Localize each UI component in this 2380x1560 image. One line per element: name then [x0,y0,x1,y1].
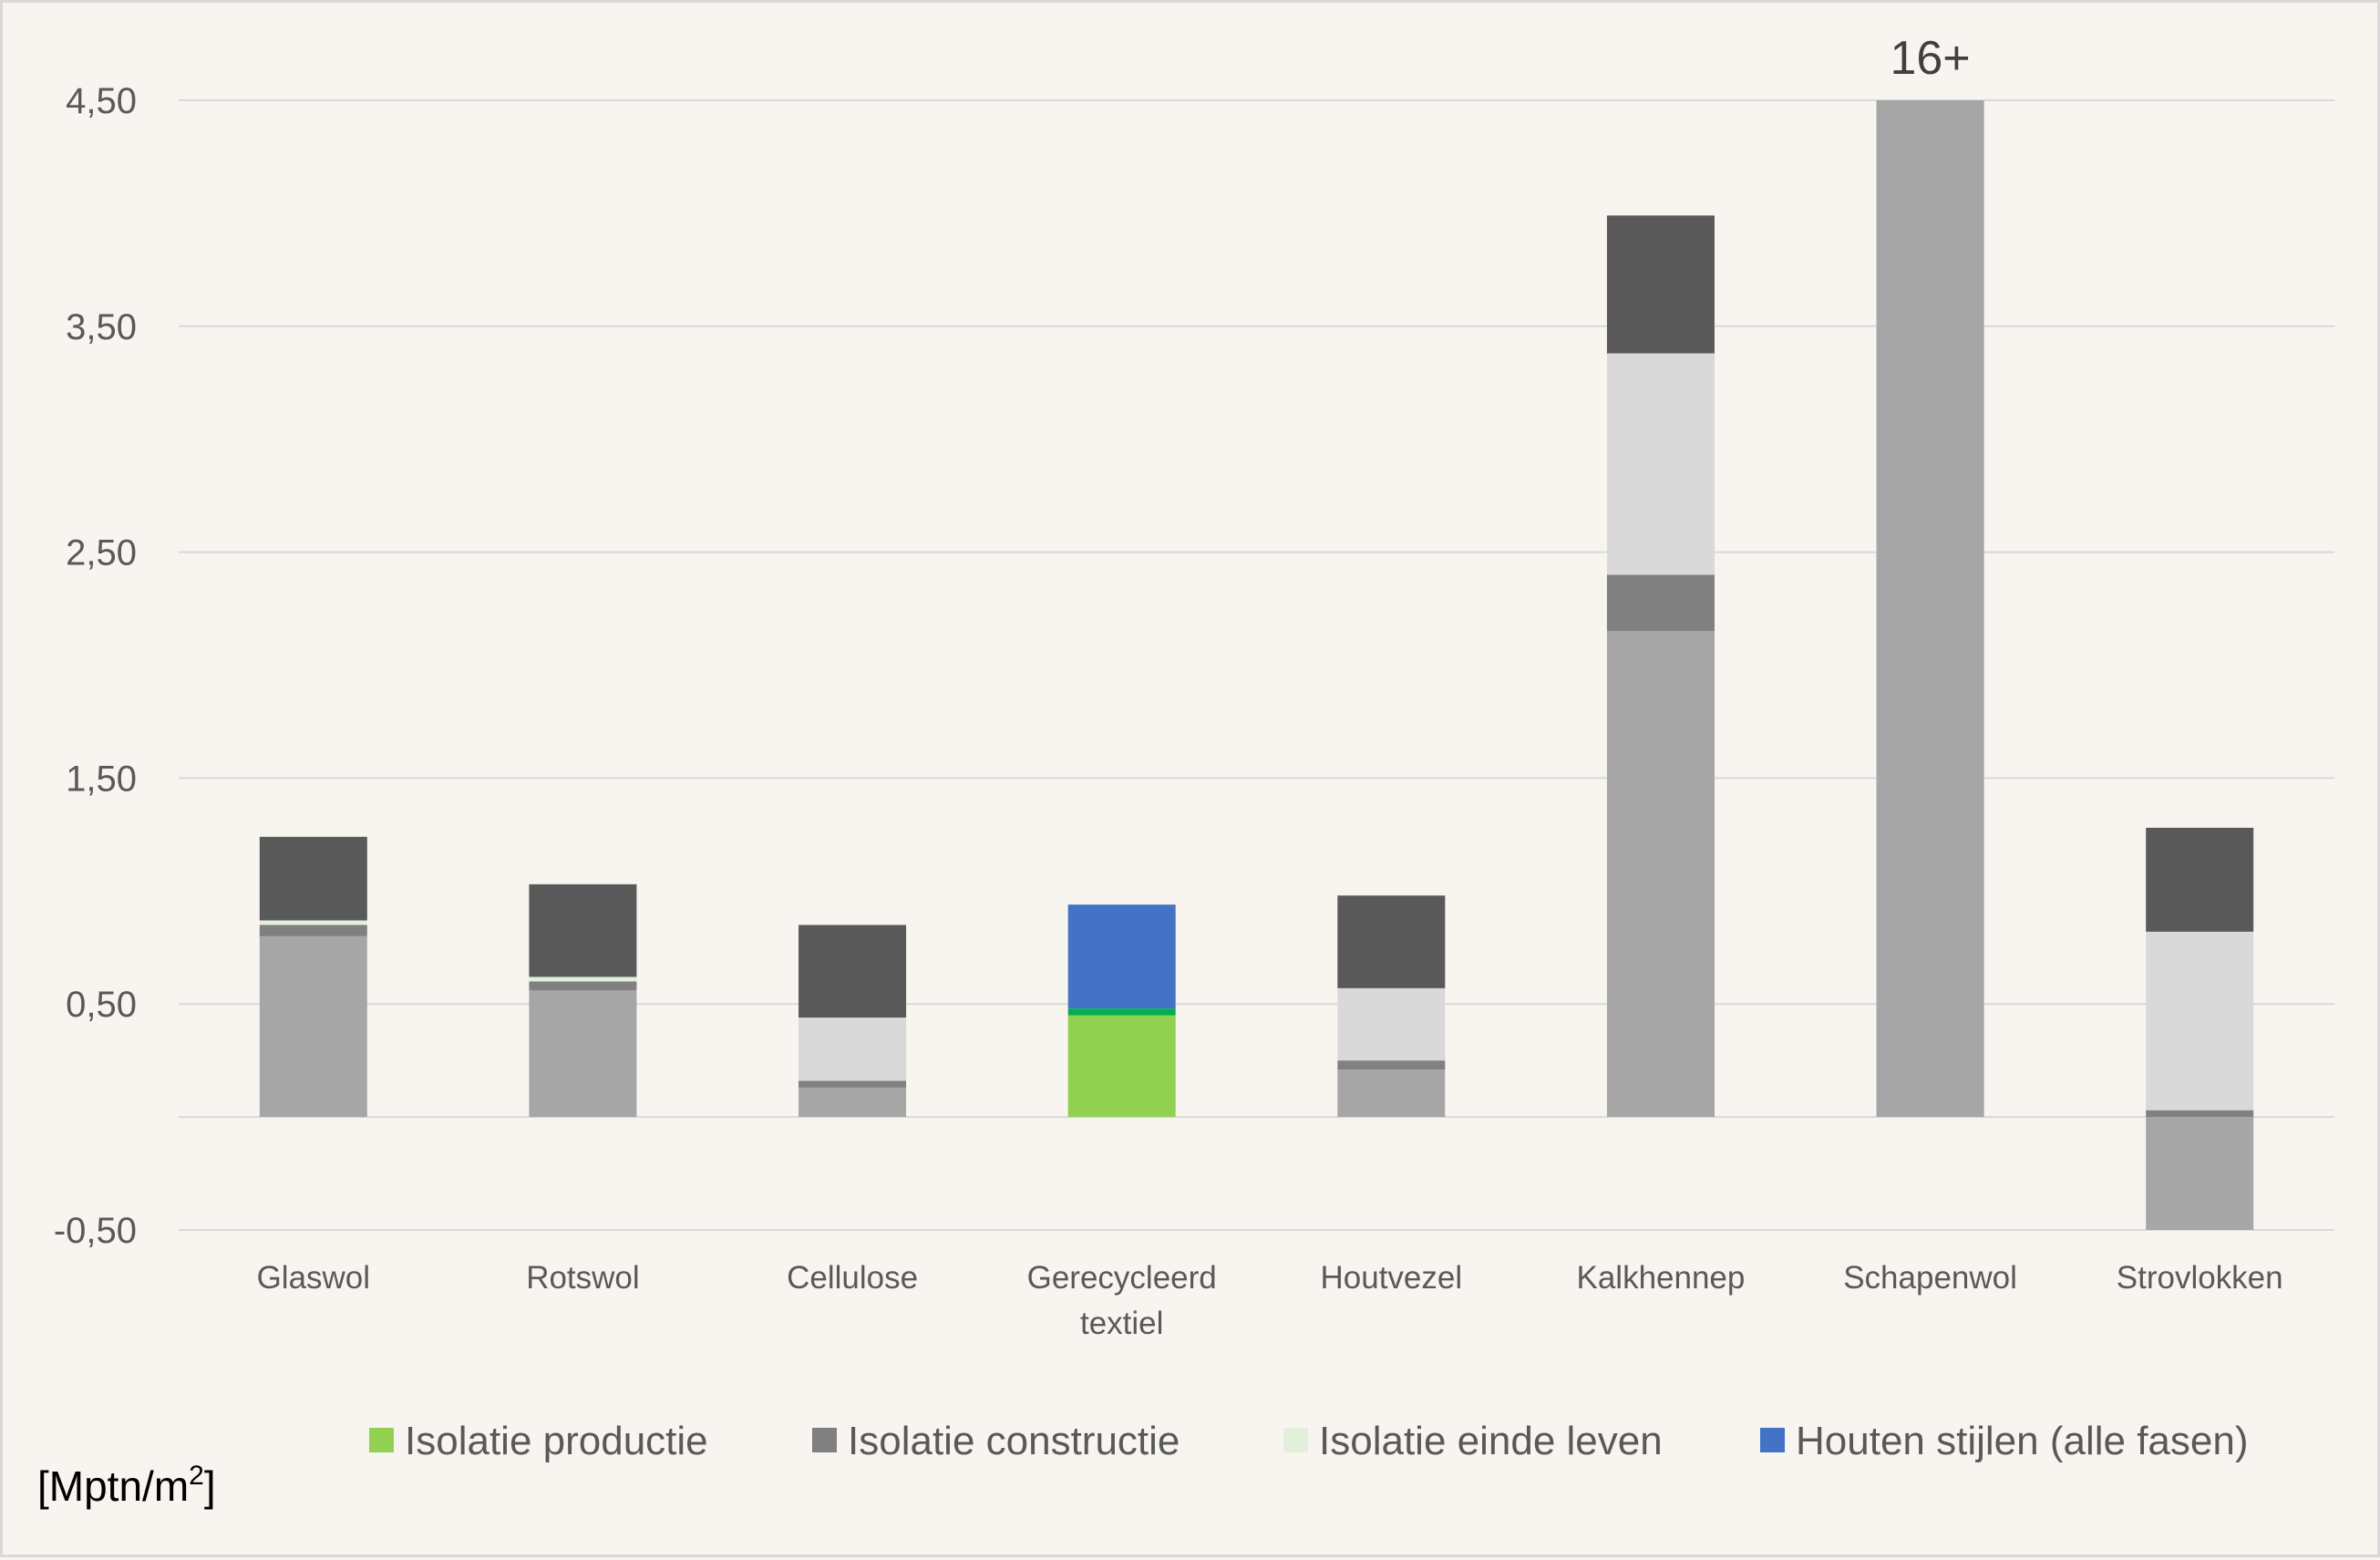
annotations: 16+ [1890,32,1970,85]
legend-swatch [812,1428,837,1452]
bar-segment [1337,1060,1446,1070]
legend-label: Isolatie productie [405,1419,708,1463]
x-category-label: Schapenwol [1843,1260,2017,1296]
x-category-label: Kalkhennep [1576,1260,1745,1296]
bar-segment [1606,353,1715,575]
y-tick-label: -0,50 [54,1211,137,1251]
axis-labels: 4,50 3,50 2,50 1,50 0,50 -0,50 Glaswol Rotswol C… [54,81,2283,1341]
bar-segment [1337,895,1446,988]
legend-swatch [1760,1428,1785,1452]
gridlines [179,99,2334,1231]
legend-label: Houten stijlen (alle fasen) [1796,1419,2248,1463]
bar-segment [1606,631,1715,1118]
bar-segment [1876,100,1984,1118]
bar-segment [1606,215,1715,354]
bar-segment [798,1018,907,1081]
bar-annotation: 16+ [1890,32,1970,85]
x-category-label: Houtvezel [1320,1260,1462,1296]
bar-segment [1067,1015,1176,1118]
bar-segment [259,836,367,921]
y-tick-label: 0,50 [66,985,137,1025]
bar-segment [2146,931,2254,1111]
bar-segment [529,883,637,977]
legend-swatch [369,1428,394,1452]
x-category-label: Strovlokken [2117,1260,2283,1296]
y-tick-label: 3,50 [66,307,137,347]
legend: Isolatie productie Isolatie constructie Is… [369,1419,2248,1463]
x-category-label: Rotswol [526,1260,639,1296]
bar-segment [529,981,637,991]
bar-segment [1067,1008,1176,1016]
bar-segment [2146,1117,2254,1230]
bar-segment [1337,987,1446,1061]
bar-segment [259,925,367,936]
bars [259,100,2254,1230]
y-tick-label: 2,50 [66,533,137,573]
bar-segment [1606,574,1715,632]
bar-segment [2146,827,2254,932]
unit-label: [Mptn/m2] [37,1461,216,1510]
stacked-bar-chart: 4,50 3,50 2,50 1,50 0,50 -0,50 Glaswol Rotswol C… [37,32,2334,1510]
bar-segment [529,990,637,1118]
x-category-label: Glaswol [257,1260,370,1296]
bar-segment [798,1080,907,1088]
x-category-label: textiel [1080,1306,1163,1341]
legend-swatch [1283,1428,1308,1452]
y-tick-label: 1,50 [66,759,137,799]
legend-label: Isolatie constructie [848,1419,1180,1463]
x-category-label: Gerecycleerd [1027,1260,1217,1296]
bar-segment [259,935,367,1118]
x-category-label: Cellulose [787,1260,918,1296]
bar-segment [259,920,367,925]
bar-segment [1067,904,1176,1009]
bar-segment [529,976,637,982]
bar-segment [798,925,907,1018]
bar-segment [798,1087,907,1118]
bar-segment [2146,1110,2254,1118]
bar-segment [1337,1069,1446,1118]
y-tick-label: 4,50 [66,81,137,121]
legend-label: Isolatie einde leven [1319,1419,1663,1463]
